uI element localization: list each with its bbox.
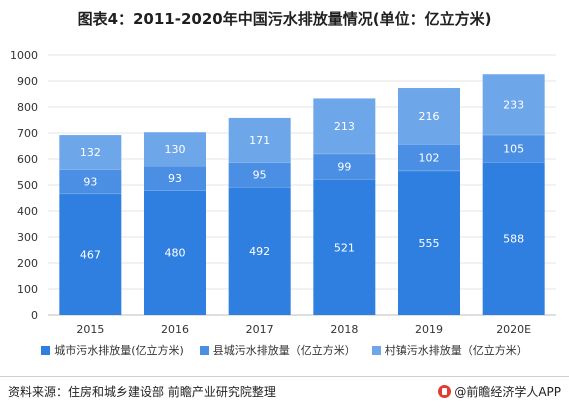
- bar-segment: [398, 170, 460, 315]
- bar-segment: [144, 132, 206, 167]
- bar-segment: [144, 166, 206, 191]
- x-tick-label: 2017: [246, 323, 274, 336]
- y-tick-label: 100: [17, 283, 38, 296]
- x-tick-label: 2018: [330, 323, 358, 336]
- bar-segment: [228, 162, 291, 188]
- legend-item: 县城污水排放量（亿立方米）: [199, 342, 356, 358]
- legend-swatch: [199, 345, 209, 355]
- data-label: 132: [80, 146, 101, 159]
- bar-segment: [313, 153, 376, 180]
- data-label: 588: [503, 233, 524, 246]
- x-tick-label: 2019: [415, 323, 443, 336]
- chart-legend: 城市污水排放量(亿立方米) 县城污水排放量（亿立方米） 村镇污水排放量（亿立方米）: [0, 342, 569, 358]
- legend-item: 村镇污水排放量（亿立方米）: [371, 342, 528, 358]
- y-tick-label: 200: [17, 257, 38, 270]
- data-label: 213: [334, 120, 355, 133]
- data-label: 171: [249, 134, 270, 147]
- bar-segment: [482, 162, 545, 315]
- legend-item: 城市污水排放量(亿立方米): [41, 342, 184, 358]
- brand-logo-icon: [438, 385, 452, 398]
- data-label: 130: [165, 143, 186, 156]
- y-tick-label: 1000: [10, 49, 38, 62]
- bar-segment: [313, 98, 376, 154]
- stacked-bar-chart: 0 100 200 300 400 500 600 700 800 900 1000 467 93 132…: [10, 49, 556, 336]
- y-tick-label: 900: [17, 75, 38, 88]
- bar-segment: [398, 88, 460, 145]
- bar-segment: [144, 190, 206, 315]
- x-tick-label: 2016: [161, 323, 189, 336]
- bar-segment: [228, 117, 291, 163]
- legend-label: 村镇污水排放量（亿立方米）: [384, 344, 528, 357]
- legend-label: 县城污水排放量（亿立方米）: [212, 344, 356, 357]
- bar-segment: [398, 144, 460, 171]
- data-label: 99: [337, 161, 351, 174]
- data-label: 93: [168, 172, 182, 185]
- y-tick-label: 400: [17, 205, 38, 218]
- legend-label: 城市污水排放量(亿立方米): [54, 344, 184, 357]
- x-tick-label: 2020E: [496, 323, 531, 336]
- legend-swatch: [41, 345, 51, 355]
- y-tick-label: 800: [17, 101, 38, 114]
- data-label: 216: [419, 110, 440, 123]
- data-label: 93: [83, 175, 97, 188]
- data-label: 480: [165, 247, 186, 260]
- y-tick-label: 300: [17, 231, 38, 244]
- data-label: 95: [253, 169, 267, 182]
- data-label: 555: [419, 237, 440, 250]
- brand-credit: @前瞻经济学人APP: [438, 383, 561, 400]
- data-label: 102: [419, 151, 440, 164]
- y-tick-label: 500: [17, 179, 38, 192]
- legend-swatch: [371, 345, 381, 355]
- data-label: 105: [503, 142, 524, 155]
- bar-segment: [482, 74, 545, 135]
- bar-segment: [59, 169, 122, 194]
- y-tick-label: 0: [31, 309, 38, 322]
- bar-segment: [59, 135, 122, 170]
- chart-title: 图表4：2011-2020年中国污水排放量情况(单位：亿立方米): [77, 10, 492, 28]
- x-tick-label: 2015: [76, 323, 104, 336]
- bar-segment: [313, 179, 376, 315]
- data-label: 233: [503, 99, 524, 112]
- source-note: 资料来源：住房和城乡建设部 前瞻产业研究院整理: [8, 385, 276, 399]
- data-label: 521: [334, 241, 355, 254]
- footer: 资料来源：住房和城乡建设部 前瞻产业研究院整理 @前瞻经济学人APP: [0, 376, 569, 411]
- data-label: 467: [80, 248, 101, 261]
- y-tick-label: 700: [17, 127, 38, 140]
- bar-segment: [59, 193, 122, 315]
- data-label: 492: [249, 245, 270, 258]
- brand-label: @前瞻经济学人APP: [454, 385, 561, 399]
- bar-segment: [228, 187, 291, 315]
- y-tick-label: 600: [17, 153, 38, 166]
- bar-segment: [482, 134, 545, 163]
